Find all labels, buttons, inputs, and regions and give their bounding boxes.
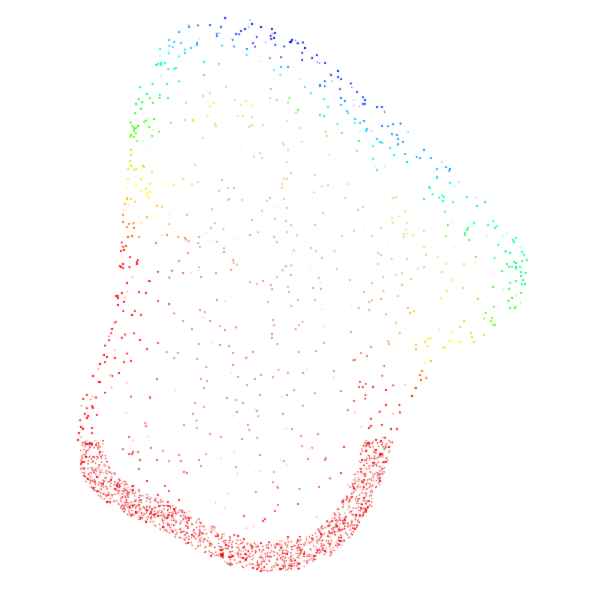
point-cloud-canvas [0, 0, 593, 593]
render-viewport [0, 0, 593, 593]
